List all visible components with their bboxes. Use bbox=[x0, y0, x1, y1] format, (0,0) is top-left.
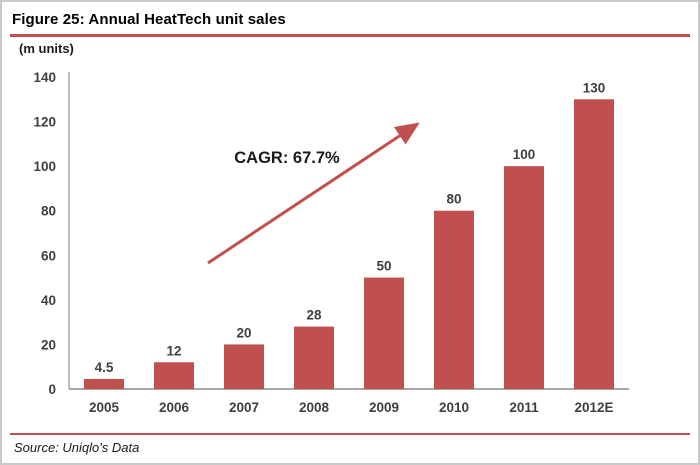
source-text: Source: Uniqlo's Data bbox=[14, 440, 140, 455]
y-axis-tick-label: 40 bbox=[41, 293, 56, 308]
bar-2005 bbox=[84, 378, 124, 389]
x-axis-category-label: 2012E bbox=[574, 400, 613, 415]
x-axis-category-label: 2010 bbox=[439, 400, 469, 415]
y-axis-tick-label: 60 bbox=[41, 248, 56, 263]
bar-2011 bbox=[504, 166, 544, 389]
bar-2009 bbox=[364, 277, 404, 389]
y-axis-tick-label: 140 bbox=[33, 70, 56, 85]
y-axis-units-label: (m units) bbox=[19, 41, 74, 56]
bar-2006 bbox=[154, 362, 194, 389]
x-axis-category-label: 2009 bbox=[369, 400, 399, 415]
x-axis-category-label: 2011 bbox=[509, 400, 539, 415]
trend-arrow bbox=[207, 122, 420, 265]
bar-value-label: 4.5 bbox=[95, 360, 114, 375]
x-axis-category-label: 2007 bbox=[229, 400, 259, 415]
y-axis-tick-label: 0 bbox=[48, 382, 56, 397]
bar-2008 bbox=[294, 326, 334, 389]
bar-value-label: 12 bbox=[166, 343, 181, 358]
title-underline-rule bbox=[10, 34, 690, 37]
bar-2012E bbox=[574, 99, 614, 390]
bar-value-label: 100 bbox=[513, 147, 536, 162]
cagr-annotation-label: CAGR: 67.7% bbox=[234, 149, 340, 167]
bar-value-label: 130 bbox=[583, 80, 606, 95]
x-axis-category-label: 2008 bbox=[299, 400, 330, 415]
bar-value-label: 28 bbox=[306, 308, 322, 323]
y-axis-tick-label: 120 bbox=[33, 115, 56, 130]
bar-value-label: 80 bbox=[446, 192, 461, 207]
x-axis-category-label: 2005 bbox=[89, 400, 120, 415]
figure-title: Figure 25: Annual HeatTech unit sales bbox=[12, 11, 286, 28]
bar-value-label: 50 bbox=[376, 259, 391, 274]
source-divider-rule bbox=[10, 433, 690, 435]
bar-value-label: 20 bbox=[236, 325, 251, 340]
y-axis-tick-label: 100 bbox=[33, 159, 56, 174]
y-axis-tick-label: 80 bbox=[41, 204, 56, 219]
y-axis-tick-label: 20 bbox=[41, 337, 56, 352]
bar-2010 bbox=[434, 210, 474, 389]
x-axis-category-label: 2006 bbox=[159, 400, 190, 415]
bar-2007 bbox=[224, 344, 264, 389]
